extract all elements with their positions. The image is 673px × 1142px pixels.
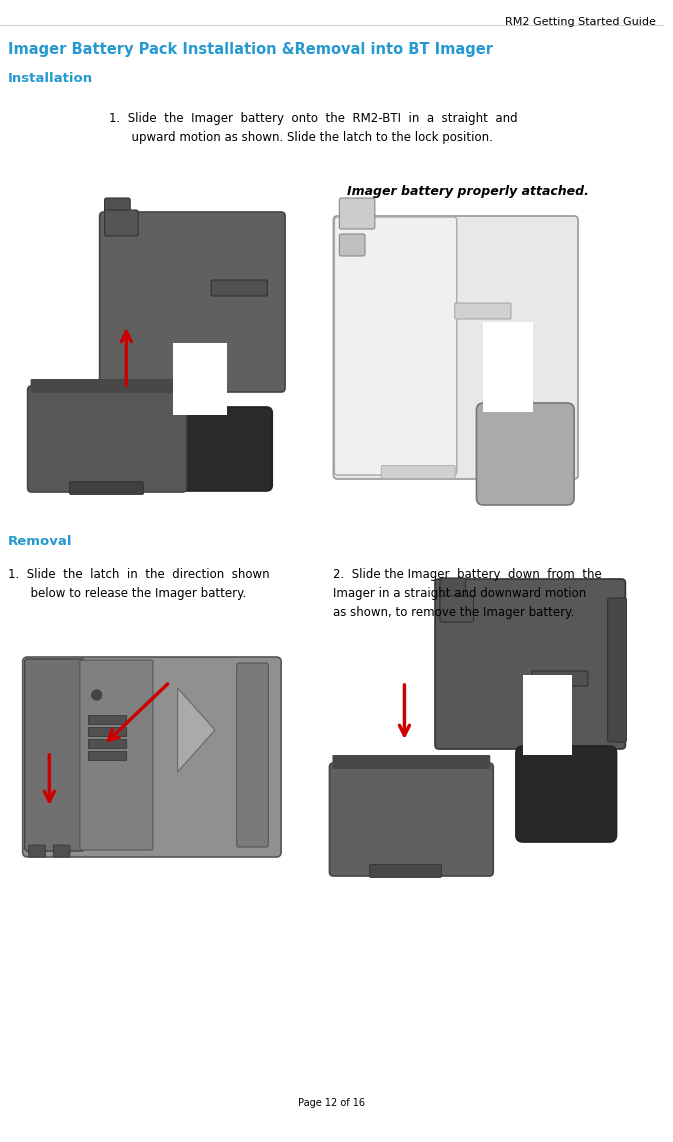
FancyBboxPatch shape xyxy=(104,198,130,219)
FancyBboxPatch shape xyxy=(25,659,85,851)
FancyBboxPatch shape xyxy=(532,671,588,686)
FancyBboxPatch shape xyxy=(28,386,186,492)
FancyBboxPatch shape xyxy=(476,403,574,505)
FancyBboxPatch shape xyxy=(104,210,138,236)
Text: Installation: Installation xyxy=(8,72,93,85)
FancyBboxPatch shape xyxy=(332,755,490,769)
FancyBboxPatch shape xyxy=(330,763,493,876)
FancyBboxPatch shape xyxy=(69,482,143,494)
Text: Imager Battery Pack Installation &Removal into BT Imager: Imager Battery Pack Installation &Remova… xyxy=(8,42,493,57)
FancyBboxPatch shape xyxy=(53,845,70,856)
FancyBboxPatch shape xyxy=(369,864,441,877)
FancyBboxPatch shape xyxy=(435,579,625,749)
Text: 1.  Slide  the  latch  in  the  direction  shown
      below to release the Imag: 1. Slide the latch in the direction show… xyxy=(8,568,269,600)
FancyBboxPatch shape xyxy=(100,212,285,392)
FancyBboxPatch shape xyxy=(23,657,281,856)
FancyBboxPatch shape xyxy=(88,751,127,761)
Text: RM2 Getting Started Guide: RM2 Getting Started Guide xyxy=(505,17,656,27)
FancyBboxPatch shape xyxy=(167,407,273,491)
FancyBboxPatch shape xyxy=(516,746,616,842)
FancyBboxPatch shape xyxy=(88,740,127,748)
FancyBboxPatch shape xyxy=(339,234,365,256)
FancyBboxPatch shape xyxy=(523,675,572,755)
FancyBboxPatch shape xyxy=(440,596,474,622)
Text: Page 12 of 16: Page 12 of 16 xyxy=(298,1097,365,1108)
Text: 2.  Slide the Imager  battery  down  from  the
Imager in a straight and downward: 2. Slide the Imager battery down from th… xyxy=(333,568,602,619)
Circle shape xyxy=(92,690,102,700)
Text: Imager battery properly attached.: Imager battery properly attached. xyxy=(347,185,589,198)
Polygon shape xyxy=(178,687,215,772)
Text: 1.  Slide  the  Imager  battery  onto  the  RM2-BTI  in  a  straight  and
      : 1. Slide the Imager battery onto the RM2… xyxy=(108,112,517,144)
FancyBboxPatch shape xyxy=(80,660,153,850)
Text: Removal: Removal xyxy=(8,534,73,548)
FancyBboxPatch shape xyxy=(440,578,466,602)
FancyBboxPatch shape xyxy=(88,727,127,737)
FancyBboxPatch shape xyxy=(173,343,227,415)
FancyBboxPatch shape xyxy=(30,379,184,393)
FancyBboxPatch shape xyxy=(334,217,457,475)
FancyBboxPatch shape xyxy=(333,216,578,478)
FancyBboxPatch shape xyxy=(339,198,375,230)
FancyBboxPatch shape xyxy=(382,466,455,478)
FancyBboxPatch shape xyxy=(455,303,511,319)
FancyBboxPatch shape xyxy=(211,280,267,296)
FancyBboxPatch shape xyxy=(483,322,532,412)
FancyBboxPatch shape xyxy=(608,598,627,742)
FancyBboxPatch shape xyxy=(237,664,269,847)
FancyBboxPatch shape xyxy=(29,845,45,856)
FancyBboxPatch shape xyxy=(88,716,127,724)
